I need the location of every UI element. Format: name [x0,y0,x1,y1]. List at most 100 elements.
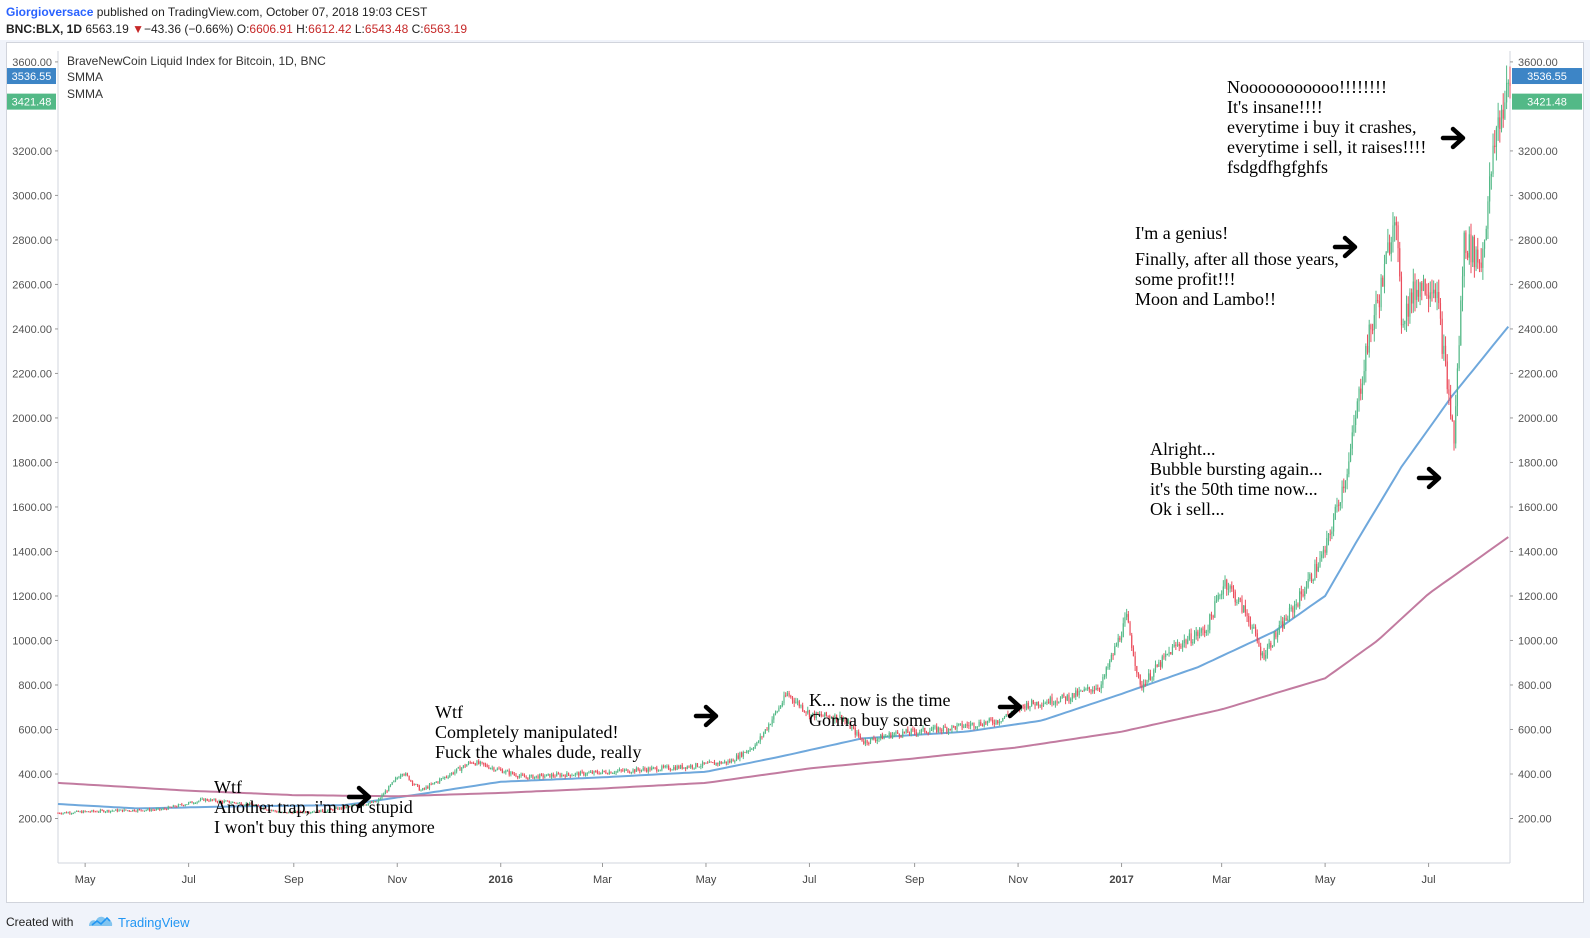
candle-body [371,802,373,803]
candle-body [858,731,860,736]
candle-body [1076,690,1079,696]
candle-body [1417,289,1419,297]
candle-body [701,762,704,766]
candle-body [203,798,205,801]
candle-body [257,805,259,807]
candle-body [949,729,951,731]
candle-body [1290,607,1292,609]
candle-body [912,729,914,731]
candle-body [1066,695,1068,701]
author-link[interactable]: Giorgioversace [6,5,94,19]
y-tick-label-right: 2600.00 [1518,279,1558,291]
candle-body [1331,531,1333,534]
change-arrow-icon: ▼ [132,22,144,36]
candle-body [985,721,987,724]
candle-body [730,759,733,763]
candle-body [881,734,883,740]
candle-body [152,809,154,811]
x-tick-label: Nov [1008,874,1028,886]
candle-body [221,801,224,803]
candle-body [1489,176,1491,202]
candle-body [1202,628,1204,631]
candle-body [834,714,836,721]
arrow-icon [1332,235,1358,259]
price-chart[interactable]: 200.00 200.00 400.00 400.00 600.00 600.00 800.… [7,43,1583,902]
candle-body [720,761,722,764]
candle-body [976,726,978,728]
tradingview-link[interactable]: TradingView [118,915,190,930]
y-tick-label-right: 2200.00 [1518,368,1558,380]
candle-body [1346,474,1348,481]
candle-body [656,767,658,771]
candle-body [1051,697,1053,704]
candle-body [1351,432,1353,449]
candle-body [771,719,773,725]
candle-body [578,772,580,776]
candle-body [1470,234,1472,263]
y-tick-label-left: 3200.00 [12,146,52,158]
candle-body [449,774,451,777]
candle-body [1163,656,1165,658]
annotation-5-line: Moon and Lambo!! [1135,289,1276,309]
candle-body [1219,595,1221,597]
candle-body [890,733,892,738]
candle-body [968,725,970,727]
candle-body [1312,579,1314,581]
candle-body [109,810,112,812]
candle-body [795,701,797,703]
candle-body [1161,656,1163,667]
chart-frame[interactable]: 200.00 200.00 400.00 400.00 600.00 600.00 800.… [6,42,1584,903]
candle-body [1238,598,1240,602]
candle-body [462,765,464,768]
candle-body [1334,506,1336,520]
candle-body [1171,646,1174,655]
x-tick-label: Sep [905,874,925,886]
candle-body [963,726,965,728]
arrow-icon [346,785,372,809]
candle-body [325,811,327,813]
candle-body [155,808,157,810]
candle-body [1166,653,1168,655]
candle-body [735,755,738,761]
candle-body [1412,281,1414,304]
candle-body [752,748,755,750]
candle-body [1075,690,1077,697]
candle-body [1154,664,1157,670]
candle-body [618,769,621,771]
candle-body [1421,282,1423,291]
candle-body [430,784,432,786]
candle-body [315,811,317,813]
arrow-icon [1440,126,1466,150]
candle-body [1439,303,1442,319]
candle-body [1478,262,1481,264]
candle-body [415,784,417,786]
candle-body [389,784,392,786]
candle-body [515,774,517,777]
legend-smma-slow[interactable]: SMMA [67,87,103,101]
tradingview-logo-icon [89,916,113,926]
candle-body [306,812,308,814]
candle-body [342,806,344,809]
candle-body [193,803,195,805]
candle-body [135,811,137,813]
candle-body [535,775,537,777]
candle-body [1494,145,1496,147]
candle-body [1088,687,1090,690]
candle-body [914,729,916,732]
candle-body [1500,109,1503,129]
candle-body [488,767,490,769]
candle-body [888,733,890,736]
legend-smma-fast[interactable]: SMMA [67,70,103,84]
candle-body [118,810,120,812]
symbol-label: BNC:BLX, 1D [6,22,83,36]
candle-body [1104,675,1106,678]
candle-body [591,771,593,774]
candle-body [1044,703,1046,705]
candle-body [1310,574,1313,582]
candle-body [607,773,609,775]
annotation-1-line: Another trap, i'm not stupid [214,797,413,817]
candle-body [457,767,459,769]
candle-body [1266,647,1269,655]
candle-body [279,812,281,814]
y-tick-label-left: 2800.00 [12,235,52,247]
